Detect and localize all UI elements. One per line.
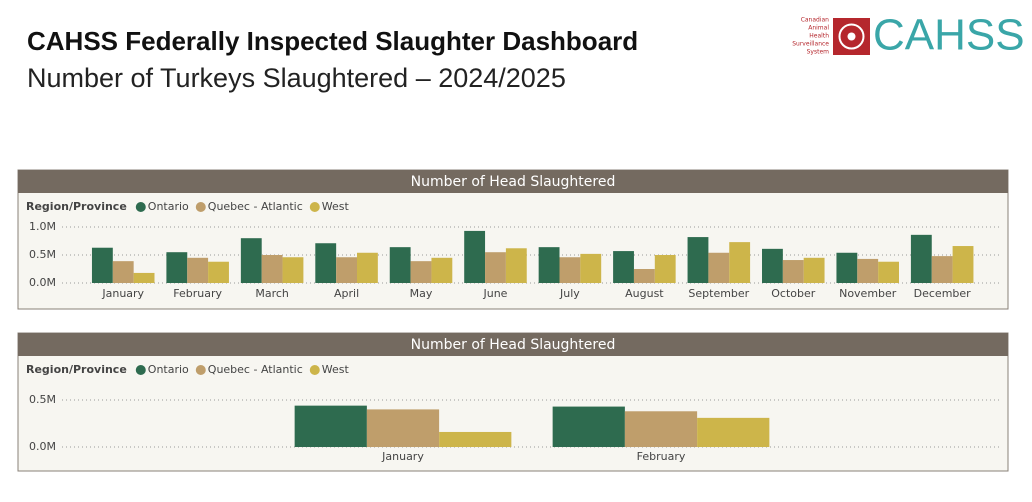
x-tick-label: December [914, 287, 972, 300]
bar [431, 257, 453, 283]
legend-marker [135, 365, 146, 375]
chart-title: Number of Head Slaughtered [411, 174, 616, 190]
y-tick-label: 0.0M [29, 276, 56, 289]
bar [439, 431, 512, 447]
legend-marker [309, 365, 320, 375]
bar [633, 269, 655, 283]
y-tick-label: 0.5M [29, 393, 56, 406]
bar [613, 251, 634, 283]
bar [294, 405, 367, 447]
bar [931, 256, 953, 283]
bar [485, 252, 506, 283]
panel [17, 169, 1009, 310]
logo-text: Surveillance [792, 41, 829, 48]
bar [857, 258, 879, 283]
bar [410, 261, 432, 283]
x-tick-label: August [625, 287, 664, 300]
logo-text: System [807, 49, 830, 56]
legend-marker [135, 202, 146, 212]
bar [782, 260, 804, 283]
logo-icon [847, 32, 856, 41]
bar [464, 230, 486, 283]
dashboard-subtitle: Number of Turkeys Slaughtered – 2024/202… [27, 63, 566, 93]
bar [708, 252, 730, 283]
chart-title: Number of Head Slaughtered [411, 337, 616, 353]
bar [910, 234, 932, 283]
x-tick-label: May [410, 287, 433, 300]
x-tick-label: February [637, 450, 686, 463]
bar [552, 406, 625, 447]
bar [282, 257, 304, 283]
bar [187, 257, 209, 283]
bar [356, 252, 378, 283]
legend-marker [309, 202, 320, 212]
logo-icon [838, 23, 865, 50]
logo: Canadian Animal Health Surveillance Syst… [792, 11, 1024, 60]
x-tick-label: July [559, 287, 580, 300]
bar [654, 255, 676, 283]
x-tick-label: March [255, 287, 289, 300]
bar [261, 255, 283, 283]
bar [559, 257, 581, 283]
panel-header [18, 333, 1008, 356]
bar [697, 417, 770, 447]
bar [336, 257, 357, 283]
legend-title: Region/Province [26, 200, 127, 213]
bar [208, 261, 229, 283]
bar [803, 257, 825, 283]
bar [366, 409, 440, 447]
logo-text: Canadian [801, 17, 829, 24]
panel-header [18, 170, 1008, 193]
logo-text: Health [809, 33, 829, 40]
y-tick-label: 1.0M [29, 220, 56, 233]
logo-name: CAHSS [873, 11, 1025, 60]
legend-label: Ontario [148, 363, 189, 376]
x-tick-label: April [334, 287, 359, 300]
bar [624, 411, 698, 447]
bar [729, 242, 751, 283]
bar [580, 253, 602, 283]
legend-marker [195, 202, 206, 212]
bar [112, 261, 134, 283]
bar [315, 243, 337, 283]
bar [538, 247, 560, 283]
x-tick-label: February [173, 287, 222, 300]
legend-title: Region/Province [26, 363, 127, 376]
y-tick-label: 0.5M [29, 248, 56, 261]
legend-label: West [322, 363, 350, 376]
legend-label: West [322, 200, 350, 213]
x-tick-label: January [381, 450, 424, 463]
bar [687, 237, 709, 283]
x-tick-label: June [482, 287, 507, 300]
bar [878, 261, 899, 283]
legend-label: Ontario [148, 200, 189, 213]
x-tick-label: October [771, 287, 815, 300]
legend-label: Quebec - Atlantic [208, 200, 303, 213]
bar [762, 248, 783, 283]
bar [240, 238, 262, 283]
bar [166, 252, 188, 283]
x-tick-label: September [688, 287, 749, 300]
dashboard-title: CAHSS Federally Inspected Slaughter Dash… [27, 26, 638, 56]
bar [91, 247, 113, 283]
x-tick-label: November [839, 287, 897, 300]
bar [389, 247, 411, 283]
y-tick-label: 0.0M [29, 440, 56, 453]
bar [133, 272, 155, 283]
x-tick-label: January [101, 287, 144, 300]
bar [952, 246, 974, 283]
legend-label: Quebec - Atlantic [208, 363, 303, 376]
bar [505, 248, 527, 283]
bar [836, 252, 858, 283]
legend-marker [195, 365, 206, 375]
logo-text: Animal [808, 25, 829, 32]
